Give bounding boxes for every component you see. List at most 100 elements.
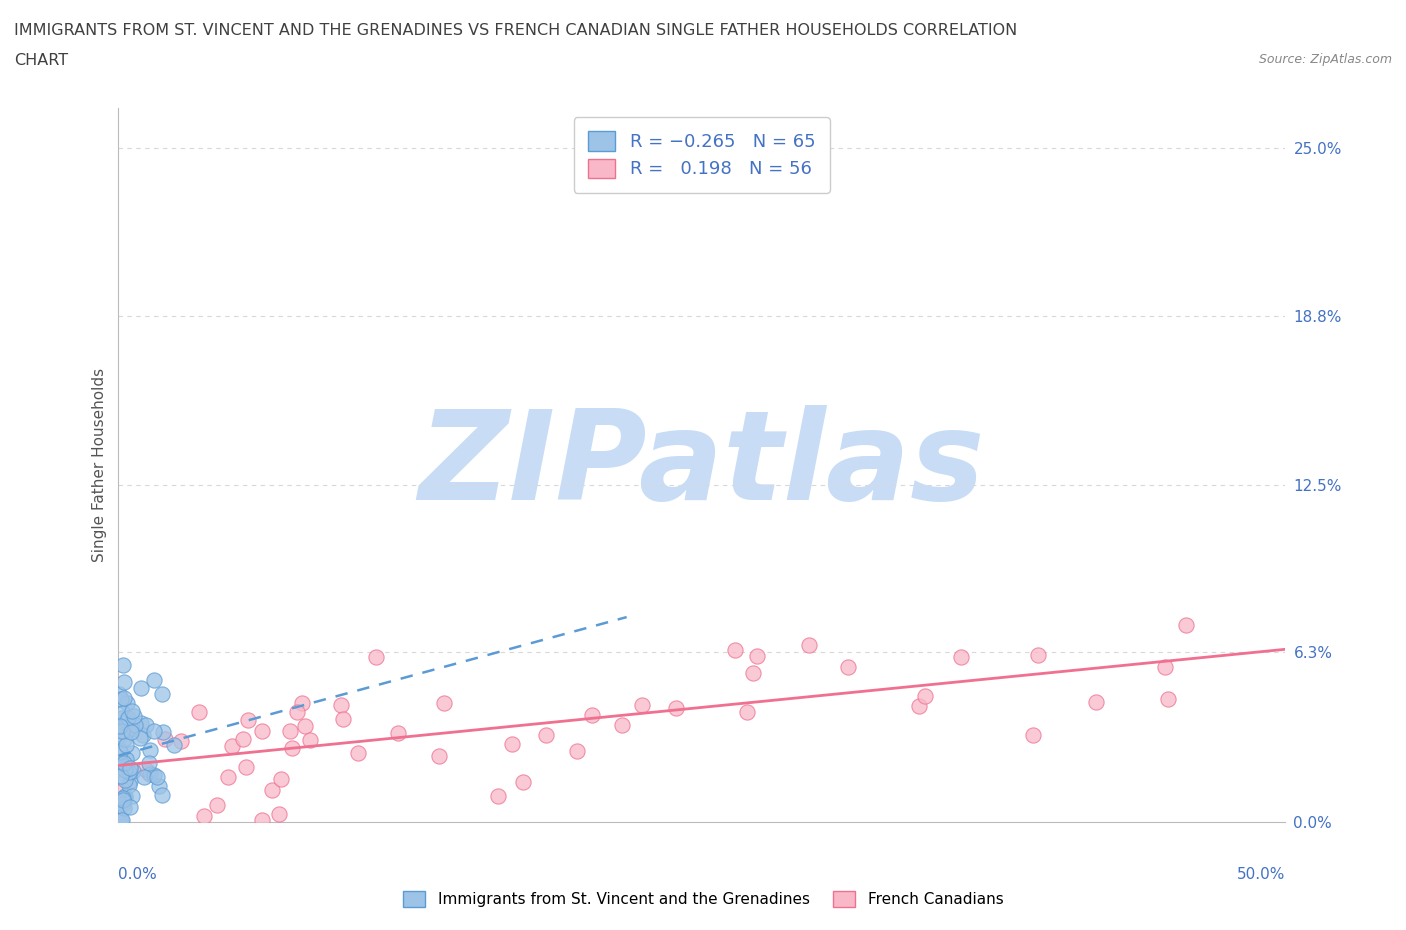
Point bbox=[914, 689, 936, 704]
Point bbox=[631, 698, 654, 712]
Point bbox=[270, 772, 292, 787]
Point bbox=[124, 717, 146, 732]
Point bbox=[724, 643, 747, 658]
Point bbox=[837, 659, 859, 674]
Point bbox=[278, 724, 301, 739]
Point bbox=[501, 737, 523, 751]
Point bbox=[120, 800, 142, 815]
Point bbox=[150, 788, 173, 803]
Point bbox=[110, 756, 132, 771]
Point bbox=[121, 704, 143, 719]
Point bbox=[110, 711, 132, 725]
Point bbox=[117, 711, 139, 725]
Point bbox=[110, 812, 132, 827]
Point bbox=[143, 767, 166, 782]
Point bbox=[797, 637, 820, 652]
Point bbox=[114, 763, 136, 777]
Point bbox=[108, 686, 131, 701]
Point bbox=[129, 681, 152, 696]
Point bbox=[142, 672, 165, 687]
Point bbox=[281, 741, 304, 756]
Point bbox=[120, 722, 142, 737]
Text: CHART: CHART bbox=[14, 53, 67, 68]
Point bbox=[150, 687, 173, 702]
Point bbox=[134, 769, 156, 784]
Point bbox=[193, 808, 215, 823]
Point bbox=[153, 731, 176, 746]
Point bbox=[111, 724, 134, 738]
Point bbox=[114, 772, 136, 787]
Point bbox=[121, 789, 143, 804]
Legend: R = −0.265   N = 65, R =   0.198   N = 56: R = −0.265 N = 65, R = 0.198 N = 56 bbox=[574, 117, 830, 193]
Point bbox=[114, 751, 136, 766]
Point bbox=[132, 727, 155, 742]
Point bbox=[120, 724, 142, 739]
Point bbox=[115, 696, 138, 711]
Text: Source: ZipAtlas.com: Source: ZipAtlas.com bbox=[1258, 53, 1392, 66]
Point bbox=[111, 658, 134, 672]
Text: 0.0%: 0.0% bbox=[118, 867, 157, 882]
Point bbox=[232, 732, 254, 747]
Point bbox=[187, 705, 209, 720]
Point bbox=[347, 746, 370, 761]
Point bbox=[112, 757, 135, 772]
Point bbox=[329, 698, 352, 712]
Point bbox=[1157, 692, 1180, 707]
Point bbox=[148, 778, 170, 793]
Point bbox=[118, 777, 141, 792]
Point bbox=[250, 724, 273, 738]
Point bbox=[115, 737, 138, 752]
Point bbox=[291, 696, 314, 711]
Point bbox=[114, 724, 136, 738]
Point bbox=[121, 746, 143, 761]
Point bbox=[110, 692, 132, 707]
Point bbox=[267, 806, 290, 821]
Point bbox=[262, 782, 284, 797]
Point bbox=[112, 674, 135, 689]
Point bbox=[486, 789, 509, 804]
Text: 50.0%: 50.0% bbox=[1237, 867, 1285, 882]
Point bbox=[114, 790, 136, 805]
Point bbox=[108, 812, 131, 827]
Point bbox=[110, 796, 132, 811]
Point bbox=[1026, 647, 1049, 662]
Point bbox=[1175, 618, 1198, 632]
Point bbox=[565, 743, 588, 758]
Point bbox=[120, 761, 142, 776]
Point bbox=[108, 745, 131, 760]
Point bbox=[114, 713, 136, 728]
Point bbox=[129, 715, 152, 730]
Point bbox=[112, 732, 135, 747]
Point bbox=[114, 800, 136, 815]
Point bbox=[250, 812, 273, 827]
Point bbox=[1085, 695, 1108, 710]
Point bbox=[285, 705, 308, 720]
Point bbox=[949, 649, 972, 664]
Legend: Immigrants from St. Vincent and the Grenadines, French Canadians: Immigrants from St. Vincent and the Gren… bbox=[396, 884, 1010, 913]
Point bbox=[364, 650, 387, 665]
Point bbox=[120, 774, 142, 789]
Point bbox=[111, 790, 134, 805]
Point bbox=[205, 797, 228, 812]
Point bbox=[536, 727, 558, 742]
Point bbox=[111, 812, 134, 827]
Point bbox=[111, 797, 134, 812]
Point bbox=[110, 769, 132, 784]
Point bbox=[136, 765, 159, 780]
Point bbox=[129, 731, 152, 746]
Point bbox=[1022, 727, 1045, 742]
Point bbox=[111, 783, 134, 798]
Point bbox=[114, 789, 136, 804]
Text: IMMIGRANTS FROM ST. VINCENT AND THE GRENADINES VS FRENCH CANADIAN SINGLE FATHER : IMMIGRANTS FROM ST. VINCENT AND THE GREN… bbox=[14, 23, 1018, 38]
Point bbox=[235, 760, 257, 775]
Point bbox=[236, 713, 259, 728]
Point bbox=[112, 755, 135, 770]
Point bbox=[163, 737, 186, 752]
Point bbox=[294, 718, 316, 733]
Point bbox=[742, 666, 765, 681]
Point bbox=[138, 755, 160, 770]
Point bbox=[612, 718, 634, 733]
Point bbox=[433, 696, 456, 711]
Point bbox=[665, 700, 688, 715]
Point bbox=[387, 726, 409, 741]
